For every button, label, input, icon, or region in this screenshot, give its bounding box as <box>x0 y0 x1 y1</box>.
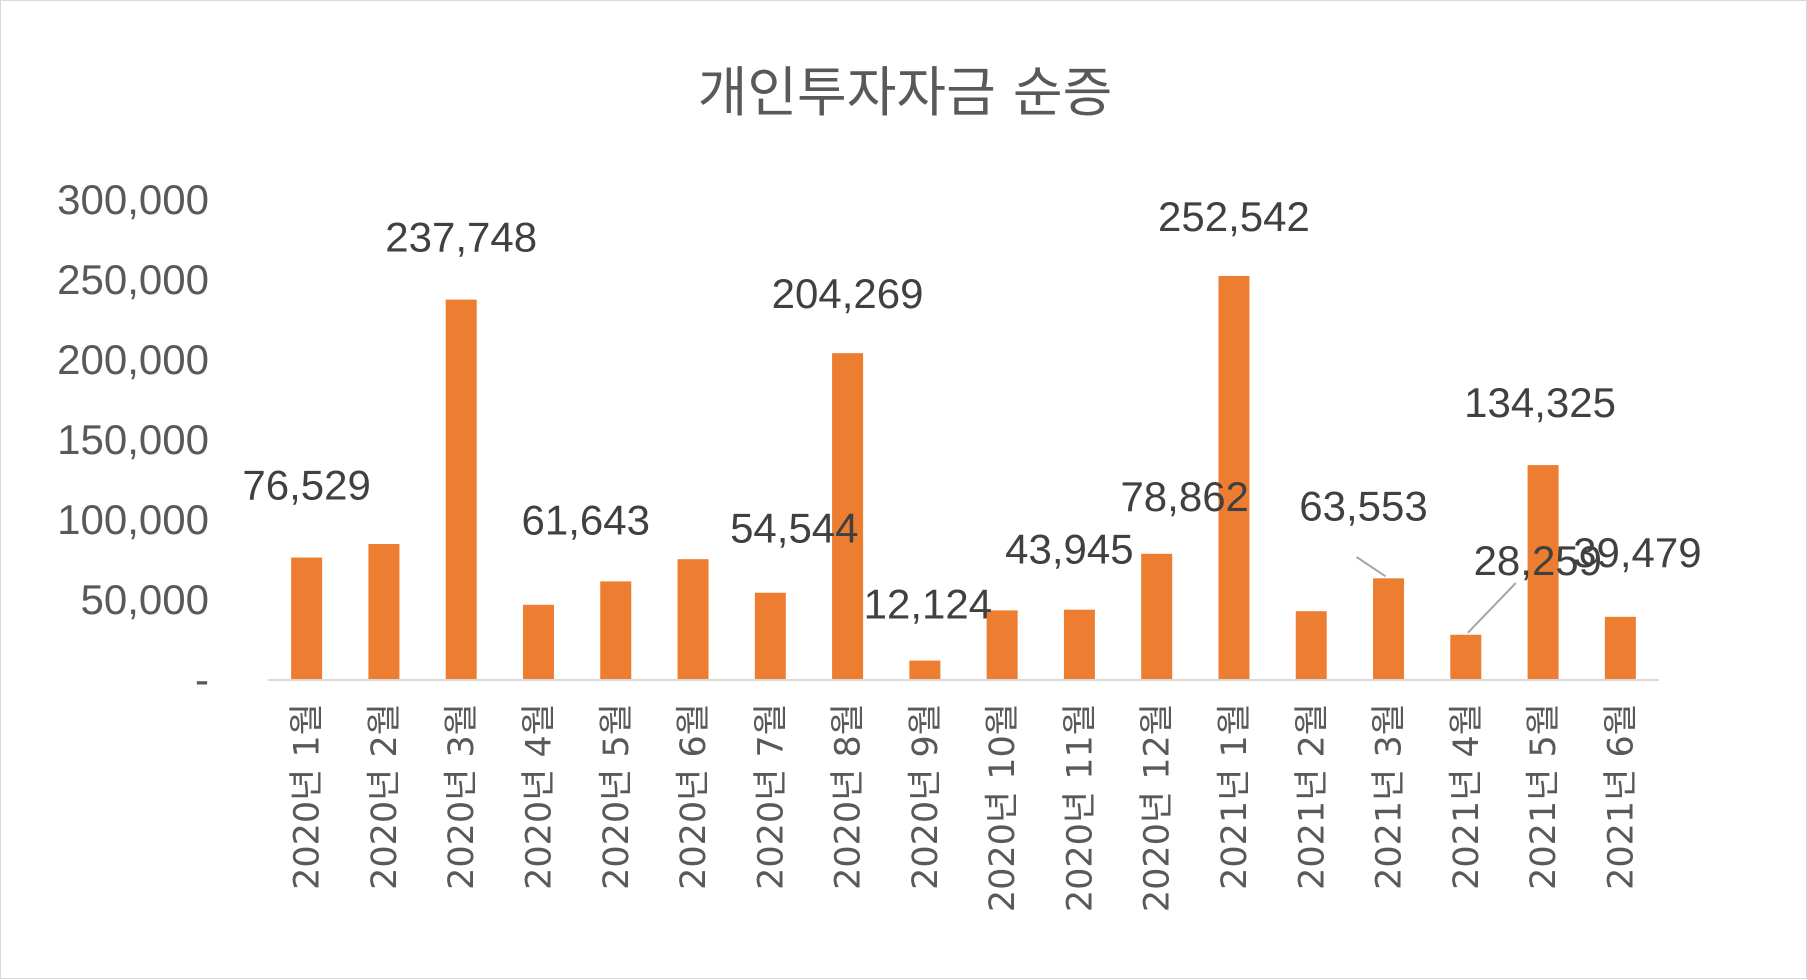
bar <box>291 557 323 680</box>
data-label: 76,529 <box>242 462 370 509</box>
x-tick-label: 2020년 10월 <box>983 703 1023 912</box>
x-axis: 2020년 1월 2020년 2월 2020년 3월 2020년 4월 2020년 5월… <box>288 703 1642 912</box>
data-label: 39,479 <box>1573 529 1701 576</box>
bar <box>677 559 709 680</box>
bars <box>291 275 1636 680</box>
x-tick-label: 2020년 7월 <box>751 703 791 890</box>
x-tick-label: 2021년 6월 <box>1601 703 1641 890</box>
x-tick-label: 2020년 12월 <box>1138 703 1178 912</box>
data-label: 204,269 <box>772 270 924 317</box>
y-tick-label: 50,000 <box>81 576 209 623</box>
x-tick-label: 2020년 3월 <box>442 703 482 890</box>
y-tick-label: 200,000 <box>57 336 209 383</box>
bar <box>1527 465 1559 680</box>
x-tick-label: 2020년 6월 <box>674 703 714 890</box>
x-tick-label: 2021년 3월 <box>1370 703 1410 890</box>
x-tick-label: 2020년 8월 <box>829 703 869 890</box>
leader-line <box>1467 582 1517 634</box>
data-label: 43,945 <box>1005 526 1133 573</box>
x-tick-label: 2020년 1월 <box>288 703 328 890</box>
data-label: 134,325 <box>1464 379 1616 426</box>
bar <box>368 544 400 680</box>
bar <box>522 604 554 680</box>
x-tick-label: 2020년 4월 <box>519 703 559 890</box>
x-tick-label: 2020년 5월 <box>597 703 637 890</box>
data-label: 28,259 <box>1474 537 1602 584</box>
chart-title: 개인투자자금 순증 <box>698 61 1113 124</box>
bar <box>600 581 632 680</box>
y-axis: - 50,000 100,000 150,000 200,000 250,000 300,0… <box>57 176 209 703</box>
bar <box>1141 553 1173 680</box>
bar <box>1450 634 1482 680</box>
data-label: 54,544 <box>730 505 858 552</box>
data-label: 252,542 <box>1158 193 1310 240</box>
x-tick-label: 2020년 2월 <box>365 703 405 890</box>
bar <box>832 353 864 680</box>
x-tick-label: 2021년 2월 <box>1292 703 1332 890</box>
data-labels: 76,529 237,748 61,643 54,544 204,269 12,124 43… <box>242 193 1701 628</box>
data-label: 63,553 <box>1299 482 1427 529</box>
leader-line <box>1355 556 1387 578</box>
data-label: 78,862 <box>1120 473 1248 520</box>
data-label: 12,124 <box>864 581 992 628</box>
y-tick-label: 250,000 <box>57 256 209 303</box>
y-tick-label: 100,000 <box>57 496 209 543</box>
bar <box>1218 275 1250 680</box>
bar <box>1295 611 1327 680</box>
bar <box>1373 578 1405 680</box>
y-tick-label: 150,000 <box>57 416 209 463</box>
bar <box>1063 609 1095 680</box>
x-tick-label: 2020년 11월 <box>1060 703 1100 912</box>
bar <box>754 592 786 680</box>
x-tick-label: 2021년 4월 <box>1447 703 1487 890</box>
x-tick-label: 2020년 9월 <box>906 703 946 890</box>
data-label: 237,748 <box>385 214 537 261</box>
bar <box>986 610 1018 680</box>
data-label: 61,643 <box>522 496 650 543</box>
bar <box>909 660 941 680</box>
y-tick-label: 300,000 <box>57 176 209 223</box>
bar <box>1604 616 1636 680</box>
x-tick-label: 2021년 5월 <box>1524 703 1564 890</box>
x-tick-label: 2021년 1월 <box>1215 703 1255 890</box>
leader-lines <box>1355 556 1517 634</box>
y-tick-label: - <box>195 656 209 703</box>
bar <box>445 299 477 680</box>
